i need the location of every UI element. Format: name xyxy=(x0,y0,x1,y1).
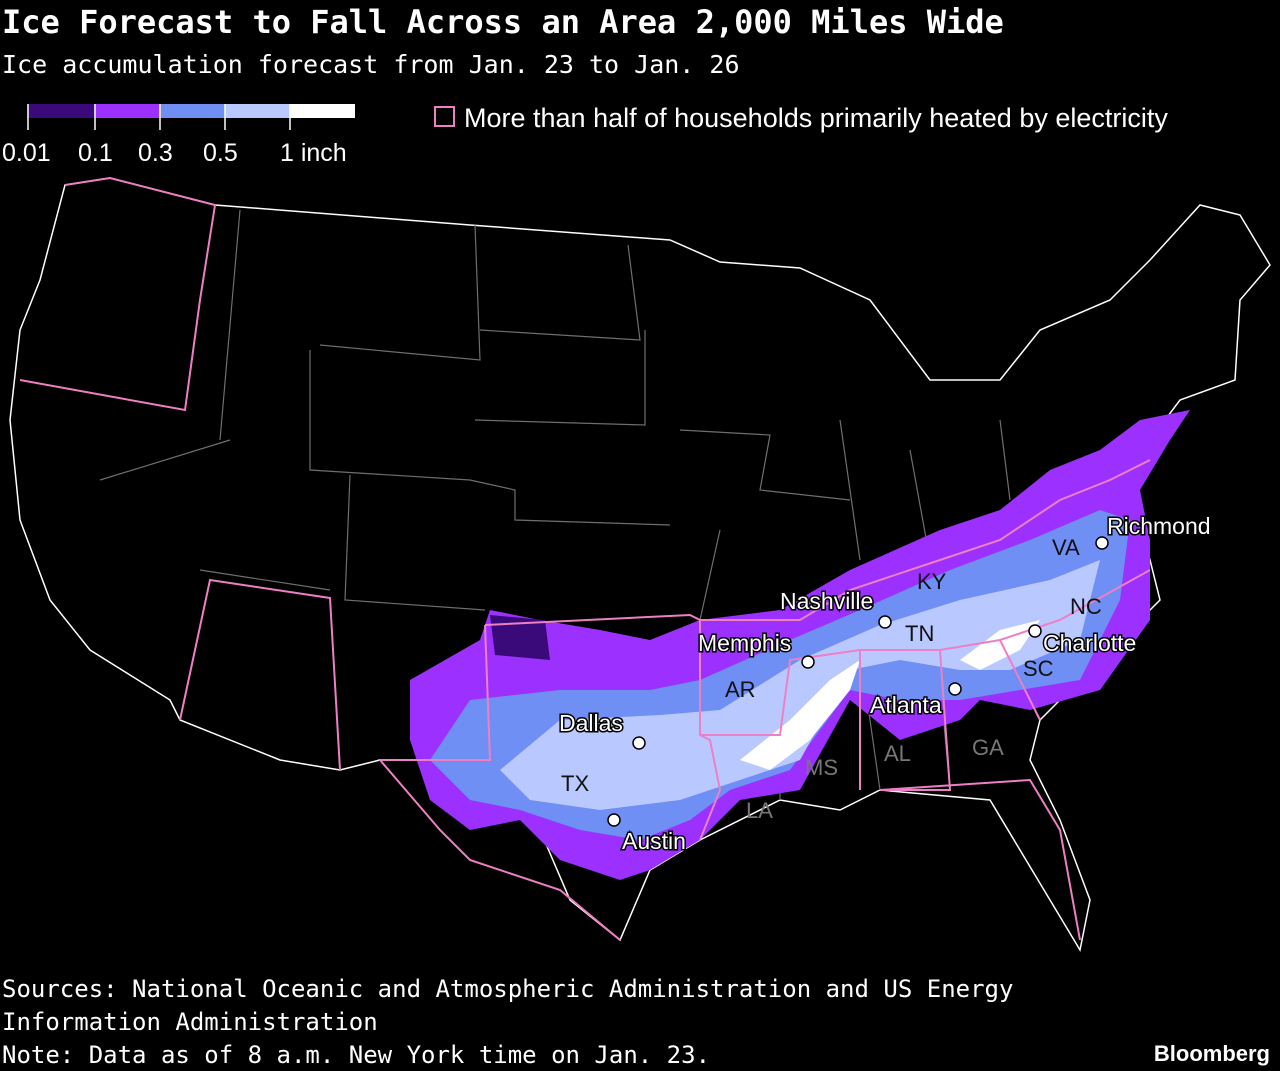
source: Sources: National Oceanic and Atmospheri… xyxy=(2,975,1013,1003)
state-label: MS xyxy=(805,755,838,780)
brand: Bloomberg xyxy=(1154,1041,1270,1066)
city-marker xyxy=(1028,624,1042,638)
legend-swatch xyxy=(95,104,160,118)
state-label: GA xyxy=(972,735,1004,760)
subtitle: Ice accumulation forecast from Jan. 23 t… xyxy=(2,50,740,79)
us-outline xyxy=(9,177,1271,953)
legend-label: More than half of households primarily h… xyxy=(464,103,1168,133)
border-legend: More than half of households primarily h… xyxy=(434,103,1168,133)
city-label: Dallas xyxy=(559,710,623,736)
city-marker xyxy=(801,655,815,669)
state-label: LA xyxy=(746,798,773,823)
title: Ice Forecast to Fall Across an Area 2,00… xyxy=(2,3,1004,41)
legend-swatch xyxy=(160,104,225,118)
city-marker xyxy=(607,813,621,827)
note: Note: Data as of 8 a.m. New York time on… xyxy=(2,1041,710,1069)
ice-dark xyxy=(490,615,550,660)
color-legend: 0.01 0.1 0.3 0.5 1 inch xyxy=(2,104,355,167)
legend-tick-label: 0.5 xyxy=(203,139,238,167)
city-label: Nashville xyxy=(780,588,873,614)
city-label: Richmond xyxy=(1107,513,1211,539)
legend-swatch xyxy=(27,104,95,118)
legend-swatch xyxy=(434,106,455,127)
state-label: AR xyxy=(725,677,756,702)
ice-heavy xyxy=(740,620,1040,770)
state-label: VA xyxy=(1052,535,1080,560)
state-label: AL xyxy=(884,741,911,766)
legend-tick-label: 1 inch xyxy=(280,139,347,167)
legend-tick-label: 0.3 xyxy=(138,139,173,167)
state-label: TX xyxy=(561,771,589,796)
legend-tick-label: 0.01 xyxy=(2,139,51,167)
city-label: Austin xyxy=(622,828,686,854)
city-label: Charlotte xyxy=(1043,630,1136,656)
city-marker xyxy=(948,682,962,696)
ice-pale xyxy=(500,560,1100,810)
state-label: TN xyxy=(905,621,934,646)
city-label: Memphis xyxy=(698,630,791,656)
source: Information Administration xyxy=(2,1008,378,1036)
city-marker xyxy=(1095,536,1109,550)
state-label: SC xyxy=(1023,656,1054,681)
map xyxy=(9,176,1271,953)
legend-tick-label: 0.1 xyxy=(78,139,113,167)
state-label: KY xyxy=(917,569,947,594)
city-label: Atlanta xyxy=(870,692,942,718)
legend-swatch xyxy=(225,104,290,118)
electric-heat-borders xyxy=(19,176,1151,941)
city-marker xyxy=(632,736,646,750)
city-marker xyxy=(878,615,892,629)
state-label: NC xyxy=(1070,594,1102,619)
legend-swatch xyxy=(290,104,355,118)
